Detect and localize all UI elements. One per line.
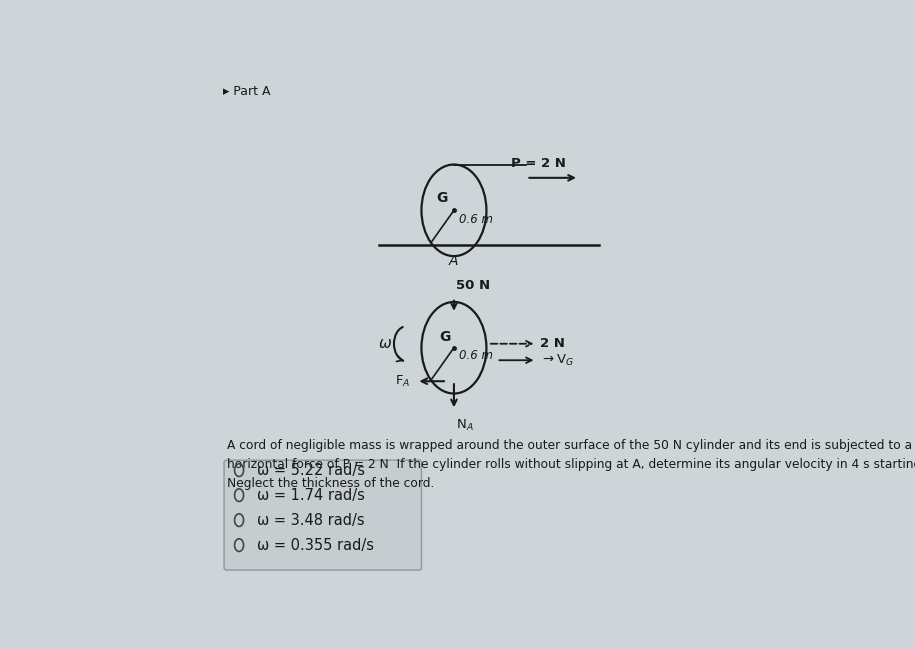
Text: ω = 1.74 rad/s: ω = 1.74 rad/s — [256, 487, 364, 503]
Text: ▸ Part A: ▸ Part A — [223, 86, 271, 99]
Text: ω = 3.48 rad/s: ω = 3.48 rad/s — [256, 513, 364, 528]
Text: G: G — [439, 330, 451, 344]
Text: ω = 0.355 rad/s: ω = 0.355 rad/s — [256, 537, 373, 553]
Text: ω: ω — [379, 336, 392, 351]
FancyBboxPatch shape — [224, 460, 422, 570]
Text: 0.6 m: 0.6 m — [459, 213, 493, 226]
Text: $\rightarrow$V$_G$: $\rightarrow$V$_G$ — [540, 352, 574, 368]
Text: N$_A$: N$_A$ — [456, 418, 474, 433]
Text: A cord of negligible mass is wrapped around the outer surface of the 50 N cylind: A cord of negligible mass is wrapped aro… — [227, 439, 915, 452]
Text: P = 2 N: P = 2 N — [511, 157, 566, 170]
Text: G: G — [436, 191, 447, 205]
Text: ω = 5.22 rad/s: ω = 5.22 rad/s — [256, 463, 364, 478]
Text: A: A — [449, 254, 458, 268]
Text: Neglect the thickness of the cord.: Neglect the thickness of the cord. — [227, 476, 434, 489]
Text: 2 N: 2 N — [540, 337, 565, 350]
Text: horizontal force of P = 2 N  If the cylinder rolls without slipping at A, determ: horizontal force of P = 2 N If the cylin… — [227, 458, 915, 471]
Text: F$_A$: F$_A$ — [394, 374, 410, 389]
Text: 0.6 m: 0.6 m — [459, 349, 493, 361]
Text: 50 N: 50 N — [457, 279, 490, 292]
